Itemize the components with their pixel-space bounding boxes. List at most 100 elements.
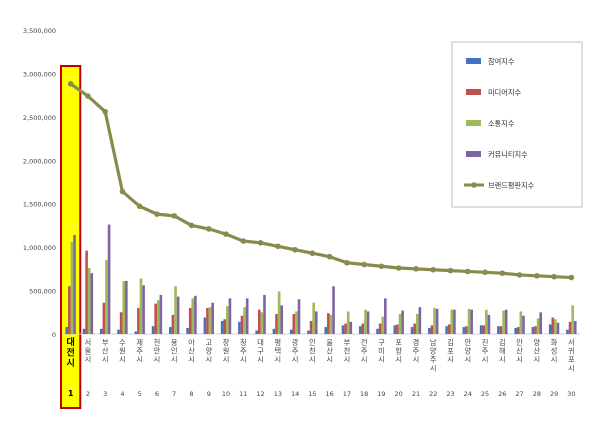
rank-label: 8: [189, 390, 193, 398]
bar-participation: [169, 327, 172, 334]
bar-communication: [346, 311, 350, 334]
rank-label: 18: [360, 390, 368, 398]
rank-label: 6: [155, 390, 159, 398]
bar-media: [430, 325, 434, 334]
bar-community: [125, 281, 128, 334]
bar-communication: [174, 286, 177, 334]
bar-participation: [479, 325, 483, 334]
point-brand: [534, 273, 540, 279]
bar-community: [556, 322, 560, 334]
bar-communication: [536, 318, 540, 334]
bar-communication: [554, 319, 557, 334]
rank-label: 30: [567, 390, 575, 398]
bar-media: [119, 312, 123, 334]
rank-label: 10: [222, 390, 230, 398]
point-brand: [188, 222, 195, 229]
bar-media: [102, 302, 106, 334]
bar-communication: [191, 298, 195, 334]
bar-participation: [255, 330, 258, 334]
bar-community: [573, 320, 577, 334]
bar-participation: [548, 324, 552, 334]
bar-community: [522, 315, 525, 334]
bar-participation: [307, 330, 310, 334]
rank-label: 11: [239, 390, 247, 398]
bar-media: [499, 326, 503, 334]
rank-label: 15: [308, 390, 316, 398]
rank-label: 19: [377, 390, 385, 398]
bar-community: [314, 311, 318, 334]
point-brand: [257, 240, 264, 246]
bar-media: [188, 307, 192, 334]
rank-label: 14: [291, 390, 299, 398]
point-brand: [395, 265, 402, 271]
rank-label: 4: [120, 390, 124, 398]
rank-label: 5: [138, 390, 142, 398]
bar-participation: [497, 326, 500, 334]
bar-participation: [99, 328, 103, 334]
bar-community: [159, 294, 163, 334]
legend-label-brand: 브랜드평판지수: [488, 181, 535, 190]
bar-community: [349, 321, 353, 334]
bar-participation: [358, 326, 362, 334]
bar-media: [396, 324, 399, 334]
bar-communication: [571, 305, 574, 334]
bar-media: [309, 320, 313, 334]
bar-media: [171, 314, 175, 334]
rank-label: 20: [395, 390, 403, 398]
bar-community: [263, 294, 266, 334]
point-brand: [568, 274, 575, 281]
y-tick-label: 1,500,000: [23, 201, 56, 209]
bar-communication: [105, 260, 108, 334]
point-brand: [499, 270, 506, 277]
bar-communication: [139, 278, 143, 334]
bar-community: [176, 296, 180, 334]
rank-label: 21: [412, 390, 420, 398]
bar-community: [332, 286, 335, 334]
y-tick-label: 0: [52, 331, 56, 339]
bar-communication: [156, 300, 160, 334]
bar-communication: [312, 302, 315, 334]
bar-communication: [364, 309, 367, 334]
bar-participation: [566, 329, 569, 334]
bar-participation: [393, 325, 397, 334]
bar-community: [366, 311, 370, 334]
bar-communication: [87, 267, 91, 334]
bar-community: [245, 298, 249, 334]
point-brand: [516, 272, 523, 278]
bar-participation: [117, 329, 120, 334]
point-brand: [482, 269, 488, 276]
point-brand: [326, 253, 333, 260]
point-brand: [344, 259, 350, 266]
bar-participation: [289, 329, 293, 334]
rank-label: 9: [207, 390, 211, 398]
legend-label-community: 커뮤니티지수: [488, 150, 528, 159]
point-brand: [309, 250, 316, 257]
bar-media: [257, 309, 261, 334]
bar-communication: [70, 241, 74, 334]
bar-media: [154, 303, 157, 334]
legend-label-participation: 참여지수: [488, 57, 515, 66]
point-brand: [171, 213, 178, 219]
bar-media: [85, 250, 88, 334]
bar-participation: [65, 327, 69, 334]
bar-communication: [485, 309, 488, 334]
